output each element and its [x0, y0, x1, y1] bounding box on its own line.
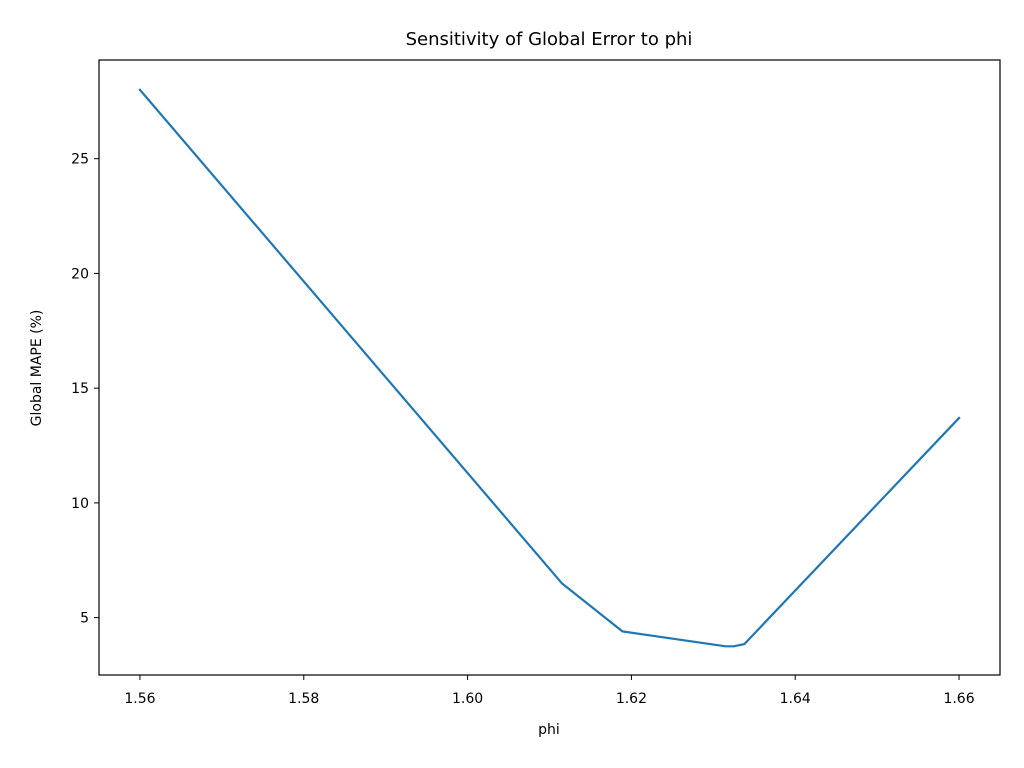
series-line-0 — [138, 88, 961, 648]
y-tick-label: 20 — [71, 266, 89, 282]
y-tick-label: 25 — [71, 152, 89, 168]
x-tick-label: 1.64 — [780, 691, 811, 707]
plot-area: 1.56 1.58 1.60 1.62 1.64 1.66 5 10 15 20 25 — [71, 59, 1001, 707]
x-tick-label: 1.56 — [124, 691, 155, 707]
x-axis: 1.56 1.58 1.60 1.62 1.64 1.66 — [124, 675, 975, 707]
y-tick-label: 10 — [71, 496, 89, 512]
x-tick-label: 1.58 — [288, 691, 319, 707]
plot-frame — [98, 59, 1001, 676]
x-tick-label: 1.66 — [943, 691, 974, 707]
x-tick-label: 1.60 — [452, 691, 483, 707]
x-axis-label: phi — [538, 722, 560, 738]
x-tick-label: 1.62 — [616, 691, 647, 707]
y-tick-label: 15 — [71, 381, 89, 397]
series-group — [138, 88, 961, 648]
y-axis-label: Global MAPE (%) — [29, 310, 45, 427]
y-tick-label: 5 — [80, 611, 89, 627]
y-axis: 5 10 15 20 25 — [71, 152, 99, 627]
chart-title: Sensitivity of Global Error to phi — [406, 29, 693, 50]
